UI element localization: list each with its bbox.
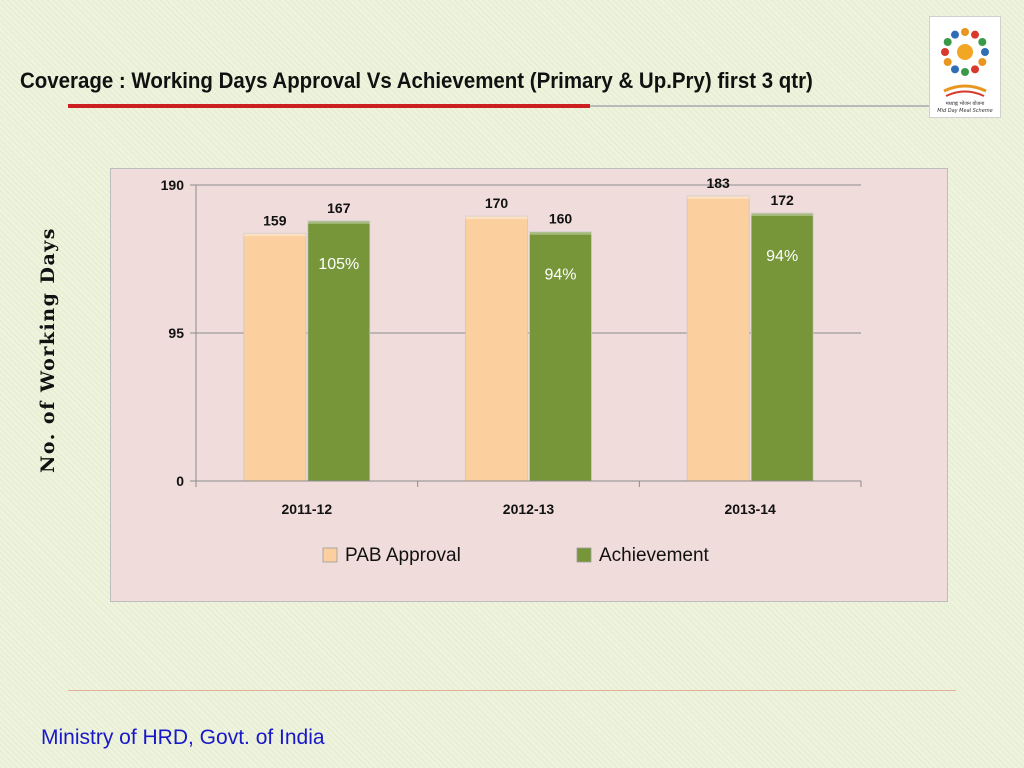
mid-day-meal-logo-icon: मध्याह्न भोजन योजना Mid Day Meal Scheme [937,28,993,114]
footer-rule [68,690,956,691]
data-label: 160 [549,211,573,227]
legend-label: Achievement [599,545,710,566]
data-label: 159 [263,212,287,228]
bar-pab-approval [465,215,528,482]
svg-text:Mid Day Meal Scheme: Mid Day Meal Scheme [937,108,992,114]
achievement-percent-label: 94% [544,267,576,284]
y-tick-label: 95 [168,325,184,341]
y-tick-label: 0 [176,473,184,489]
title-underline-grey [590,105,930,107]
bar-highlight [529,231,592,235]
bar-pab-approval [686,195,750,482]
achievement-percent-label: 105% [318,256,359,273]
bar-highlight [307,220,370,224]
y-tick-label: 190 [161,177,185,193]
achievement-percent-label: 94% [766,248,798,265]
title-underline-red [68,104,590,108]
x-tick-label: 2011-12 [282,501,333,517]
bar-highlight [243,233,306,237]
x-tick-label: 2013-14 [724,501,776,517]
bar-highlight [465,216,528,220]
legend-swatch-achievement [576,547,592,563]
bar-highlight [751,213,814,217]
x-tick-label: 2012-13 [503,501,555,517]
y-axis-title: No. of Working Days [37,227,59,473]
chart-frame: 0 95 190 2011-12 159 167 105% 2012-13 170 160 94% 2… [110,168,948,602]
bar-chart: 0 95 190 2011-12 159 167 105% 2012-13 170 160 94% 2… [161,175,862,566]
legend-label: PAB Approval [345,545,461,566]
bar-achievement [307,220,371,482]
data-label: 167 [327,200,351,216]
data-label: 170 [485,195,509,211]
data-label: 183 [706,175,730,191]
data-label: 172 [770,192,794,208]
slide-title: Coverage : Working Days Approval Vs Achi… [20,68,813,93]
mid-day-meal-logo: मध्याह्न भोजन योजना Mid Day Meal Scheme [929,16,1001,118]
legend-swatch-pab-approval [322,547,338,563]
footer-ministry: Ministry of HRD, Govt. of India [41,726,325,749]
svg-text:मध्याह्न भोजन योजना: मध्याह्न भोजन योजना [946,100,985,107]
bar-highlight [687,195,750,199]
bar-pab-approval [243,232,307,482]
